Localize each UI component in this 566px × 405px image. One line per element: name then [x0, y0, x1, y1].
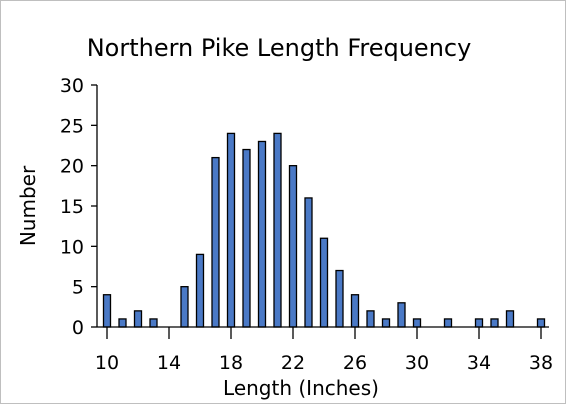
bar-13 — [149, 318, 158, 328]
x-tick-label: 18 — [219, 352, 243, 374]
bar-32 — [443, 318, 453, 328]
chart-title: Northern Pike Length Frequency — [87, 34, 472, 62]
x-tick-label: 34 — [467, 352, 491, 374]
bar-22 — [288, 165, 298, 328]
bar-21 — [273, 132, 282, 328]
y-tick-label: 0 — [72, 317, 84, 339]
bar-35 — [490, 318, 499, 328]
bar-25 — [335, 269, 344, 328]
bar-26 — [350, 294, 360, 328]
x-tick-label: 38 — [529, 352, 553, 374]
x-tick-label: 22 — [281, 352, 305, 374]
bar-11 — [118, 318, 127, 328]
x-tick-label: 30 — [405, 352, 429, 374]
y-tick-label: 30 — [60, 75, 84, 97]
x-axis-ticks: 10 14 18 22 26 30 34 38 — [95, 327, 553, 374]
y-tick-label: 25 — [60, 115, 84, 137]
bar-28 — [381, 318, 391, 328]
x-axis-title: Length (Inches) — [223, 376, 379, 400]
bar-18 — [226, 132, 236, 328]
y-tick-label: 10 — [60, 236, 84, 258]
bar-10 — [102, 294, 112, 328]
x-tick-label: 14 — [157, 352, 181, 374]
bar-19 — [242, 148, 251, 328]
bar-36 — [505, 310, 515, 328]
bar-20 — [257, 140, 267, 328]
bar-34 — [474, 318, 484, 328]
bar-29 — [397, 302, 406, 328]
y-tick-label: 20 — [60, 156, 84, 178]
bar-series — [102, 132, 546, 328]
x-tick-label: 26 — [343, 352, 367, 374]
bar-16 — [195, 253, 205, 328]
bar-17 — [211, 156, 220, 328]
y-tick-label: 5 — [72, 277, 84, 299]
y-tick-label: 15 — [60, 196, 84, 218]
y-axis-title: Number — [16, 165, 40, 246]
bar-12 — [133, 310, 143, 328]
y-axis-ticks: 0 5 10 15 20 25 30 — [60, 75, 97, 339]
bar-15 — [180, 286, 189, 328]
x-tick-label: 10 — [95, 352, 119, 374]
bar-38 — [536, 318, 546, 328]
bar-23 — [304, 197, 313, 328]
bar-27 — [366, 310, 375, 328]
bar-24 — [319, 237, 329, 328]
bar-30 — [412, 318, 422, 328]
